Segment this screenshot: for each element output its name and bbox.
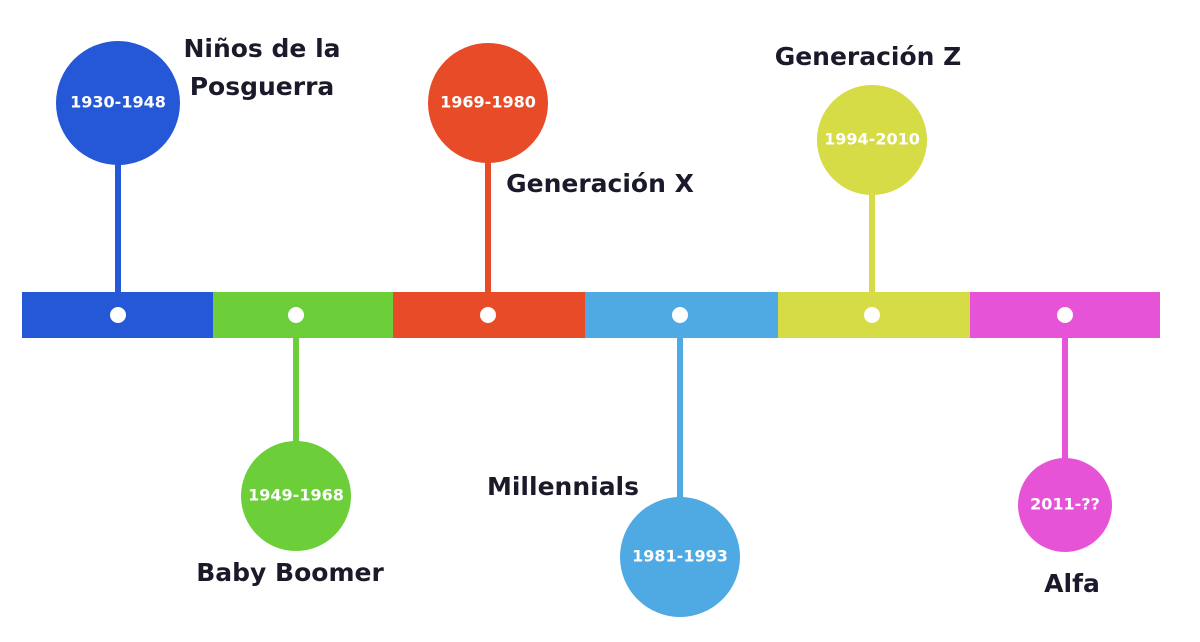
generation-name: Generación Z: [775, 42, 962, 71]
generation-circle: [56, 41, 180, 165]
generation-circle: [241, 441, 351, 551]
generation-name: Millennials: [487, 472, 639, 501]
generation-circle: [1018, 458, 1112, 552]
years: 1994-2010: [824, 130, 920, 149]
generation-name: Generación X: [506, 169, 694, 198]
generation-circle: [817, 85, 927, 195]
timeline-dot: [110, 307, 126, 323]
generation-name: Niños de la: [183, 34, 340, 63]
years: 1930-1948: [70, 93, 166, 112]
years: 1949-1968: [248, 486, 344, 505]
generation-name: Alfa: [1044, 569, 1100, 598]
timeline-dot: [288, 307, 304, 323]
timeline-dot: [1057, 307, 1073, 323]
timeline-dot: [480, 307, 496, 323]
years: 1981-1993: [632, 547, 728, 566]
timeline-dot: [672, 307, 688, 323]
generation-name: Baby Boomer: [196, 558, 384, 587]
generation-circle: [620, 497, 740, 617]
generation-name: Posguerra: [190, 72, 335, 101]
years: 2011-??: [1030, 495, 1100, 514]
generation-circle: [428, 43, 548, 163]
years: 1969-1980: [440, 93, 536, 112]
timeline-dot: [864, 307, 880, 323]
